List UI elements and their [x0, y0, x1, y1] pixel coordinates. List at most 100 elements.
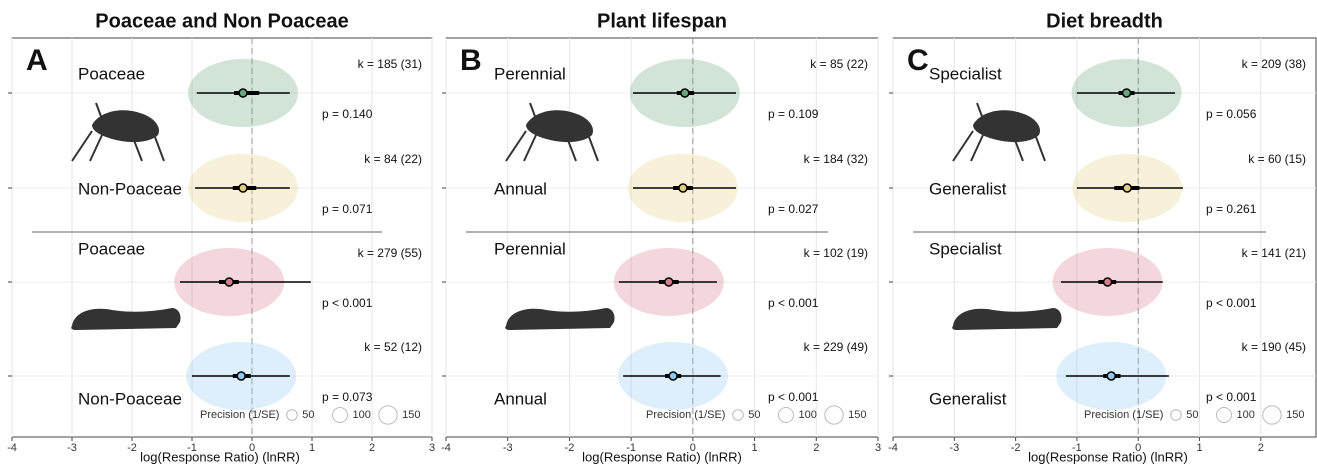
k-label: k = 185 (31) — [358, 57, 422, 71]
x-tick-label: 1 — [1196, 442, 1202, 454]
legend-size-label: 50 — [1186, 409, 1198, 421]
group-label: Specialist — [929, 64, 1002, 83]
x-tick-label: -3 — [67, 442, 77, 454]
aphid-legs — [952, 102, 1046, 162]
panel-title: Diet breadth — [1046, 10, 1163, 32]
estimate-point — [680, 88, 690, 98]
estimate-point — [1122, 183, 1132, 193]
legend-size-label: 150 — [848, 409, 866, 421]
x-tick-label: -1 — [626, 442, 636, 454]
p-label: p = 0.073 — [322, 390, 373, 404]
estimate-point — [1102, 277, 1113, 287]
p-label: p < 0.001 — [768, 390, 819, 404]
group-label: Perennial — [494, 239, 566, 258]
legend-size-label: 150 — [402, 409, 420, 421]
aphid-icon — [526, 110, 594, 143]
estimate-point — [1121, 88, 1132, 98]
aphid-icon — [973, 110, 1041, 143]
k-label: k = 209 (38) — [1242, 57, 1306, 71]
p-label: p < 0.001 — [322, 296, 373, 310]
x-tick-label: -4 — [888, 442, 898, 454]
p-label: p = 0.071 — [322, 202, 373, 216]
legend-size — [824, 405, 844, 425]
k-label: k = 102 (19) — [804, 246, 868, 260]
estimate-point — [224, 277, 234, 287]
panel: Plant lifespan -4 -3 -2 -1 0 1 2 3 Blog(Response … — [441, 10, 881, 464]
group-label: Poaceae — [78, 239, 145, 258]
x-tick-label: -3 — [503, 442, 513, 454]
legend-size-label: 100 — [1237, 409, 1255, 421]
x-tick-label: -2 — [127, 442, 137, 454]
p-label: p = 0.056 — [1206, 107, 1257, 121]
x-tick-label: -4 — [7, 442, 17, 454]
x-axis-label: log(Response Ratio) (lnRR) — [140, 449, 300, 464]
x-tick-label: -1 — [1072, 442, 1082, 454]
group-label: Specialist — [929, 239, 1002, 258]
x-axis-label: log(Response Ratio) (lnRR) — [582, 449, 742, 464]
legend-size-label: 150 — [1286, 409, 1304, 421]
legend-size-label: 50 — [748, 409, 760, 421]
panel-title: Poaceae and Non Poaceae — [95, 10, 348, 32]
group-label: Generalist — [929, 389, 1007, 408]
k-label: k = 85 (22) — [810, 57, 868, 71]
k-label: k = 141 (21) — [1242, 246, 1306, 260]
group-label: Annual — [494, 179, 547, 198]
estimate-point — [668, 371, 678, 381]
p-label: p < 0.001 — [1206, 296, 1257, 310]
p-label: p = 0.109 — [768, 107, 819, 121]
estimate-point — [238, 183, 248, 193]
p-label: p = 0.140 — [322, 107, 373, 121]
x-tick-label: 2 — [813, 442, 819, 454]
caterpillar-icon — [71, 308, 181, 330]
legend-size — [778, 407, 794, 423]
k-label: k = 52 (12) — [364, 340, 422, 354]
legend-size — [1216, 407, 1232, 423]
panel-title: Plant lifespan — [597, 10, 727, 32]
x-tick-label: 0 — [1135, 442, 1141, 454]
k-label: k = 279 (55) — [358, 246, 422, 260]
legend-size-label: 100 — [799, 409, 817, 421]
x-tick-label: -2 — [1011, 442, 1021, 454]
estimate-point — [678, 183, 688, 193]
group-label: Poaceae — [78, 64, 145, 83]
estimate-point — [236, 371, 246, 381]
legend-size — [286, 409, 298, 421]
x-tick-label: 1 — [752, 442, 758, 454]
x-tick-label: 2 — [369, 442, 375, 454]
legend-size — [332, 407, 348, 423]
group-label: Non-Poaceae — [78, 389, 182, 408]
legend-size — [732, 409, 744, 421]
x-axis-label: log(Response Ratio) (lnRR) — [1028, 449, 1188, 464]
legend-size — [378, 405, 398, 425]
k-label: k = 60 (15) — [1248, 152, 1306, 166]
p-label: p < 0.001 — [768, 296, 819, 310]
panel: Poaceae and Non Poaceae -4 -3 -2 -1 0 1 2 3 Alog(… — [7, 10, 435, 464]
k-label: k = 84 (22) — [364, 152, 422, 166]
x-tick-label: -4 — [441, 442, 451, 454]
panel-letter: A — [26, 44, 48, 77]
caterpillar-icon — [505, 308, 615, 330]
x-tick-label: 3 — [429, 442, 435, 454]
k-label: k = 229 (49) — [804, 340, 868, 354]
x-tick-label: 0 — [249, 442, 255, 454]
k-label: k = 184 (32) — [804, 152, 868, 166]
k-label: k = 190 (45) — [1242, 340, 1306, 354]
x-tick-label: -3 — [949, 442, 959, 454]
legend-size-label: 100 — [353, 409, 371, 421]
estimate-point — [1106, 371, 1116, 381]
group-label: Perennial — [494, 64, 566, 83]
aphid-legs — [505, 102, 599, 162]
legend-size-label: 50 — [302, 409, 314, 421]
x-tick-label: 3 — [875, 442, 881, 454]
x-tick-label: 1 — [309, 442, 315, 454]
x-tick-label: -1 — [187, 442, 197, 454]
aphid-legs — [71, 102, 165, 162]
legend-title: Precision (1/SE) — [646, 409, 725, 421]
p-label: p < 0.001 — [1206, 390, 1257, 404]
group-label: Generalist — [929, 179, 1007, 198]
panel-letter: B — [460, 44, 482, 77]
aphid-icon — [92, 110, 160, 143]
legend-size — [1262, 405, 1282, 425]
